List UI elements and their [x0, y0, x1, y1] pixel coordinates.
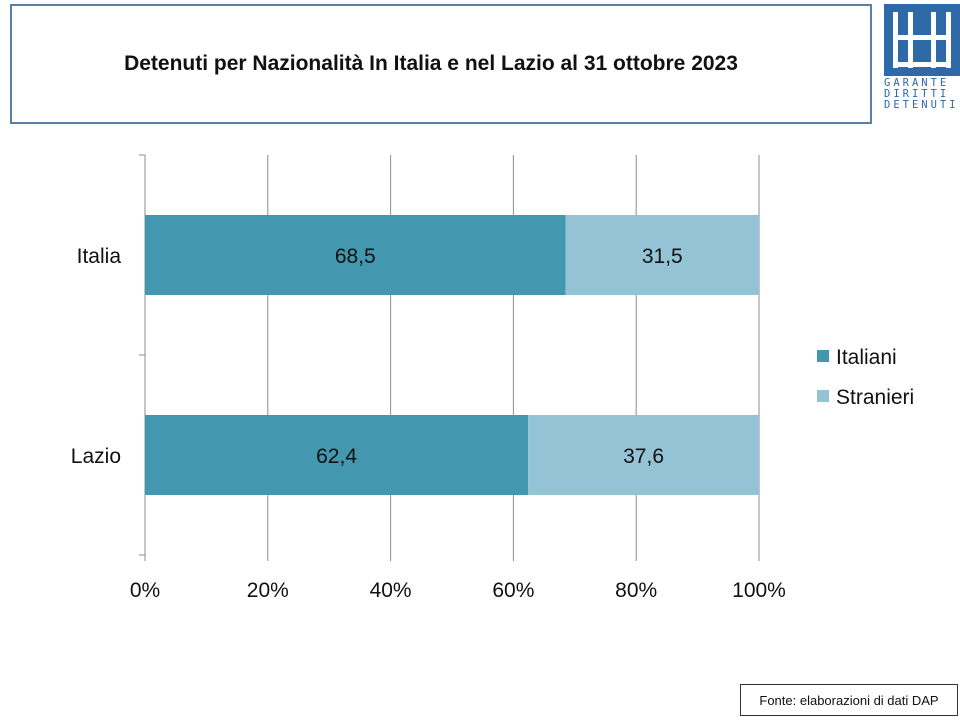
logo-text-line2: DIRITTI: [884, 88, 950, 100]
x-tick-label: 0%: [130, 579, 160, 602]
chart-title: Detenuti per Nazionalità In Italia e nel…: [124, 52, 738, 75]
legend-label: Italiani: [836, 346, 897, 369]
source-text: Fonte: elaborazioni di dati DAP: [759, 692, 939, 708]
bar-segment: [565, 215, 759, 295]
category-label: Italia: [77, 245, 122, 268]
source-note: Fonte: elaborazioni di dati DAP: [740, 684, 958, 716]
legend-label: Stranieri: [836, 386, 914, 409]
data-label: 31,5: [642, 245, 683, 268]
x-tick-label: 40%: [370, 579, 412, 602]
logo-text-line3: DETENUTI: [884, 99, 959, 111]
bar-segment: [145, 415, 529, 495]
data-label: 37,6: [623, 445, 664, 468]
data-label: 62,4: [316, 445, 357, 468]
x-tick-label: 80%: [615, 579, 657, 602]
x-tick-label: 100%: [732, 579, 786, 602]
category-label: Lazio: [71, 445, 121, 468]
garante-logo-icon: [884, 4, 960, 76]
x-tick-label: 60%: [492, 579, 534, 602]
data-label: 68,5: [335, 245, 376, 268]
stacked-bar-chart: 0% 20% 40% 60% 80% 100% Italia 68,5 31,5 Lazio 62,…: [71, 154, 914, 602]
bar-segment: [145, 215, 566, 295]
bar-segment: [528, 415, 759, 495]
logo-text-line1: GARANTE: [884, 77, 950, 89]
legend-swatch: [817, 390, 829, 402]
title-box: Detenuti per Nazionalità In Italia e nel…: [10, 4, 872, 124]
legend-swatch: [817, 350, 829, 362]
x-tick-label: 20%: [247, 579, 289, 602]
